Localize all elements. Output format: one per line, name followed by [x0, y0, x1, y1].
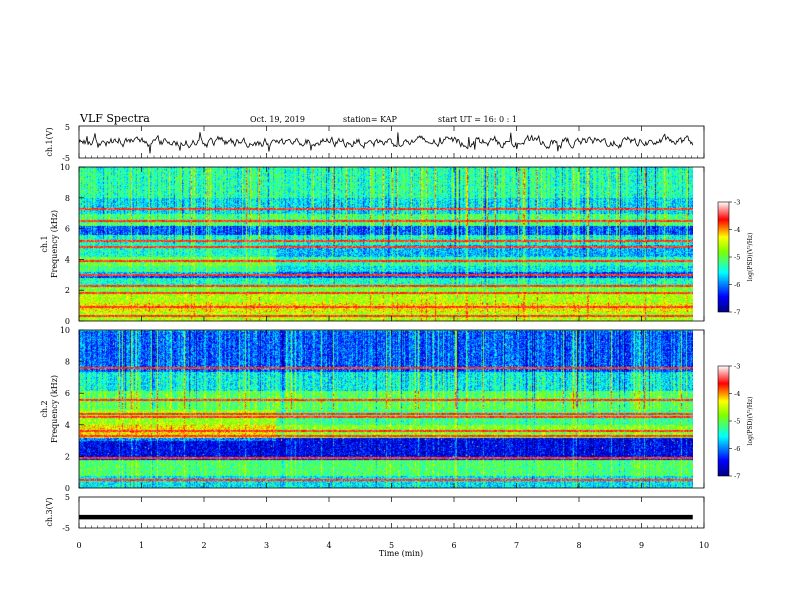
station-label: station= KAP	[343, 115, 398, 124]
colorbar-tick-label: -6	[734, 281, 740, 289]
start-time-label: start UT = 16: 0 : 1	[438, 115, 517, 124]
ch3-waveform-frame	[78, 496, 705, 529]
time-tick-label: 2	[201, 541, 206, 550]
ch3-waveform-ytick-bottom: -5	[62, 524, 70, 533]
ch2-spectrogram-ytick-label: 4	[65, 421, 70, 430]
ch2-colorbar-gradient	[717, 365, 730, 477]
time-tick-label: 0	[76, 541, 81, 550]
ch1-spectrogram-image	[79, 167, 693, 321]
time-tick-label: 3	[264, 541, 269, 550]
figure-title: VLF Spectra	[79, 112, 150, 125]
time-axis-ticks: 0 1 2 3 4 5 6 7 8 9 10	[76, 126, 709, 550]
ch2-spectrogram-ylabel-frequency: Frequency (kHz)	[50, 375, 59, 443]
ch2-colorbar-ticks: -3 -4 -5 -6 -7	[729, 363, 740, 481]
ch2-colorbar: -3 -4 -5 -6 -7 log(PSD)(V²/Hz)	[717, 363, 754, 481]
ch1-spectrogram-ytick-label: 0	[65, 317, 70, 326]
ch1-waveform-panel: 5 -5 ch.1(V)	[45, 123, 705, 163]
time-tick-label: 7	[514, 541, 519, 550]
ch1-spectrogram-ytick-label: 2	[65, 286, 70, 295]
ch1-waveform-ylabel: ch.1(V)	[45, 127, 54, 156]
ch1-spectrogram-panel: 0 2 4 6 8 10 ch.1 Frequency (kHz)	[40, 163, 705, 326]
ch2-spectrogram-ytick-label: 2	[65, 452, 70, 461]
time-tick-label: 8	[576, 541, 581, 550]
colorbar-tick-label: -5	[734, 254, 740, 262]
time-tick-label: 10	[699, 541, 709, 550]
colorbar-tick-label: -6	[734, 445, 740, 453]
ch1-colorbar: -3 -4 -5 -6 -7 log(PSD)(V²/Hz)	[717, 199, 754, 317]
ch1-colorbar-ticks: -3 -4 -5 -6 -7	[729, 199, 740, 317]
colorbar-tick-label: -5	[734, 418, 740, 426]
ch2-spectrogram-yticks: 0 2 4 6 8 10	[60, 326, 84, 493]
ch2-colorbar-label: log(PSD)(V²/Hz)	[747, 397, 754, 446]
colorbar-tick-label: -7	[734, 473, 740, 481]
ch2-spectrogram-ylabel-channel: ch.2	[40, 400, 49, 417]
ch1-waveform-line	[78, 132, 694, 154]
ch2-spectrogram-image	[79, 330, 693, 488]
colorbar-tick-label: -3	[734, 363, 740, 371]
ch1-colorbar-gradient	[717, 201, 730, 313]
ch1-colorbar-label: log(PSD)(V²/Hz)	[747, 233, 754, 282]
time-axis-label: Time (min)	[379, 549, 423, 558]
ch1-spectrogram-ylabel-frequency: Frequency (kHz)	[50, 210, 59, 278]
ch3-waveform-ytick-top: 5	[65, 493, 70, 502]
colorbar-tick-label: -3	[734, 199, 740, 207]
ch1-spectrogram-yticks: 0 2 4 6 8 10	[60, 163, 84, 326]
ch3-waveform-ylabel: ch.3(V)	[45, 497, 54, 526]
colorbar-tick-label: -7	[734, 309, 740, 317]
time-tick-label: 4	[326, 541, 331, 550]
ch1-waveform-ytick-top: 5	[65, 123, 70, 132]
ch2-spectrogram-ytick-label: 6	[65, 389, 70, 398]
ch2-spectrogram-ytick-label: 8	[65, 358, 70, 367]
colorbar-tick-label: -4	[734, 226, 740, 234]
ch2-spectrogram-ytick-label: 10	[60, 326, 70, 335]
ch1-waveform-ytick-bottom: -5	[62, 154, 70, 163]
date-label: Oct. 19, 2019	[250, 115, 305, 124]
ch1-spectrogram-ytick-label: 8	[65, 194, 70, 203]
time-tick-label: 6	[451, 541, 456, 550]
ch1-spectrogram-ytick-label: 4	[65, 255, 70, 264]
time-tick-label: 1	[139, 541, 144, 550]
time-tick-label: 5	[389, 541, 394, 550]
ch2-spectrogram-ytick-label: 0	[65, 484, 70, 493]
colorbar-tick-label: -4	[734, 390, 740, 398]
ch1-spectrogram-ytick-label: 10	[60, 163, 70, 172]
ch3-waveform-panel: 5 -5 ch.3(V)	[45, 493, 705, 533]
time-tick-label: 9	[639, 541, 644, 550]
ch1-spectrogram-ytick-label: 6	[65, 225, 70, 234]
ch2-spectrogram-panel: 0 2 4 6 8 10 ch.2 Frequency (kHz)	[40, 326, 705, 493]
ch1-spectrogram-ylabel-channel: ch.1	[40, 235, 49, 252]
